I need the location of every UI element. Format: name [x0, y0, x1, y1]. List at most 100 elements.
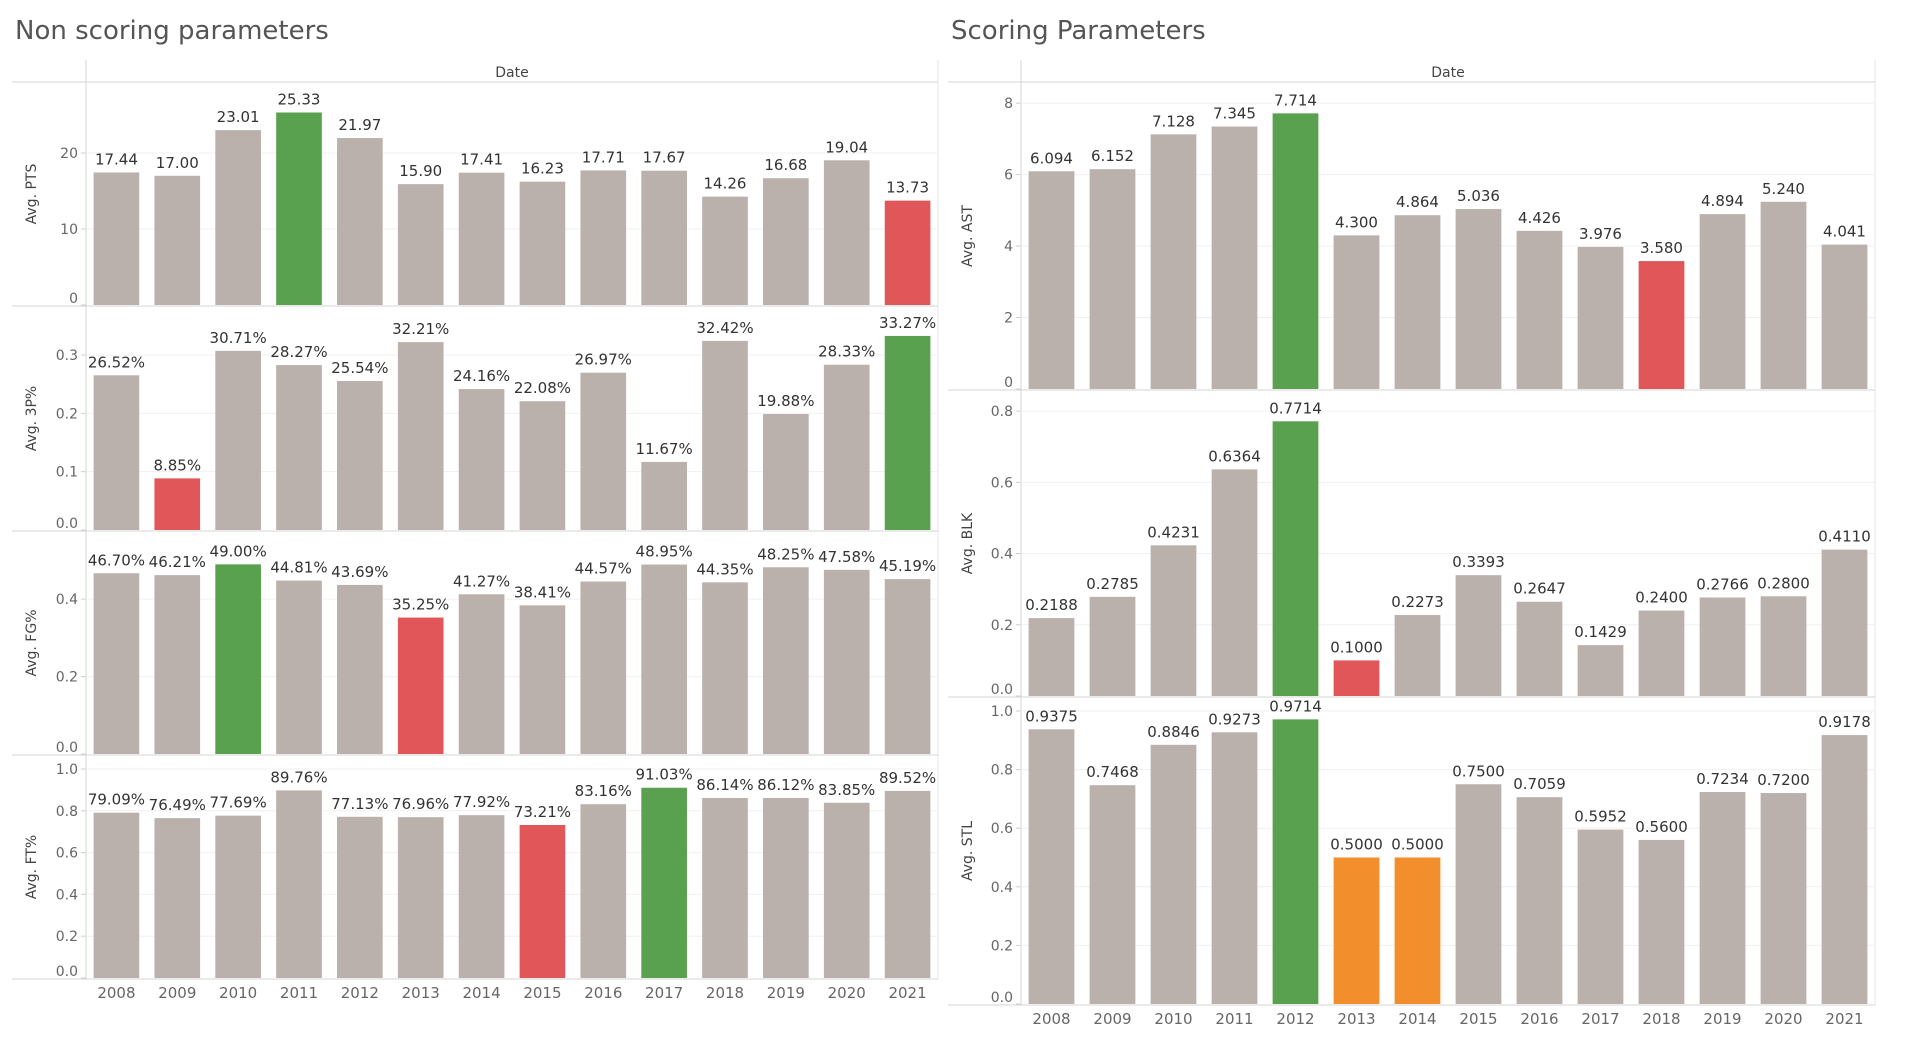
- y-tick-label: 0.6: [991, 475, 1013, 491]
- y-axis-title: Avg. FG%: [24, 609, 40, 676]
- value-label-2013: 0.1000: [1330, 638, 1383, 656]
- value-label-2018: 0.2400: [1635, 589, 1688, 607]
- bar-2013: [1333, 235, 1380, 389]
- y-axis-title: Avg. 3P%: [24, 386, 40, 451]
- bar-2012: [337, 381, 383, 530]
- bar-2008: [1028, 618, 1075, 696]
- bar-2012: [337, 138, 383, 305]
- bar-2018: [1638, 839, 1685, 1004]
- value-label-2016: 0.7059: [1513, 775, 1566, 793]
- bar-2010: [215, 815, 261, 978]
- value-label-2019: 86.12%: [757, 776, 814, 794]
- bar-2017: [641, 787, 687, 978]
- bar-2014: [1394, 857, 1441, 1004]
- value-label-2012: 43.69%: [331, 563, 388, 581]
- y-tick-label: 0.8: [991, 763, 1013, 779]
- y-axis-title: Avg. FT%: [24, 835, 40, 900]
- y-tick-label: 0: [1004, 375, 1013, 391]
- y-tick-label: 1.0: [991, 704, 1013, 720]
- value-label-2016: 83.16%: [575, 782, 632, 800]
- value-label-2009: 6.152: [1091, 147, 1134, 165]
- value-label-2016: 0.2647: [1513, 580, 1566, 598]
- x-tick-label: 2012: [1276, 1010, 1314, 1028]
- value-label-2021: 0.9178: [1818, 713, 1871, 731]
- left-date-header: Date: [495, 65, 528, 81]
- value-label-2009: 8.85%: [153, 456, 201, 474]
- bar-2016: [580, 170, 627, 305]
- value-label-2012: 25.54%: [331, 359, 388, 377]
- value-label-2012: 0.7714: [1269, 399, 1322, 417]
- value-label-2020: 0.7200: [1757, 771, 1810, 789]
- value-label-2017: 11.67%: [636, 440, 693, 458]
- value-label-2017: 0.5952: [1574, 808, 1627, 826]
- bar-2011: [276, 790, 322, 978]
- value-label-2015: 73.21%: [514, 803, 571, 821]
- value-label-2019: 19.88%: [757, 392, 814, 410]
- value-label-2020: 5.240: [1762, 180, 1805, 198]
- bar-2019: [1699, 597, 1746, 696]
- bar-2011: [1211, 469, 1258, 696]
- bar-2015: [519, 181, 566, 305]
- bar-2019: [763, 798, 809, 978]
- y-tick-label: 0.4: [56, 887, 78, 903]
- x-tick-label: 2009: [1093, 1010, 1131, 1028]
- value-label-2014: 77.92%: [453, 793, 510, 811]
- y-tick-label: 0.4: [991, 880, 1013, 896]
- x-tick-label: 2018: [1642, 1010, 1680, 1028]
- value-label-2018: 86.14%: [696, 776, 753, 794]
- left-dashboard-title: Non scoring parameters: [15, 16, 329, 46]
- value-label-2015: 0.7500: [1452, 762, 1505, 780]
- value-label-2016: 17.71: [582, 148, 625, 166]
- y-tick-label: 0.8: [991, 404, 1013, 420]
- bar-2021: [1821, 549, 1868, 696]
- x-tick-label: 2011: [280, 984, 318, 1002]
- bar-2010: [1150, 134, 1197, 389]
- value-label-2014: 17.41: [460, 151, 503, 169]
- y-tick-label: 10: [60, 222, 78, 238]
- value-label-2021: 13.73: [886, 179, 929, 197]
- right-date-header: Date: [1431, 65, 1464, 81]
- value-label-2016: 44.57%: [575, 559, 632, 577]
- value-label-2010: 23.01: [217, 108, 260, 126]
- x-tick-label: 2014: [462, 984, 500, 1002]
- value-label-2012: 7.714: [1274, 91, 1317, 109]
- x-tick-label: 2017: [645, 984, 683, 1002]
- value-label-2020: 0.2800: [1757, 574, 1810, 592]
- value-label-2020: 19.04: [825, 138, 868, 156]
- y-tick-label: 0.2: [56, 929, 78, 945]
- bar-2018: [702, 582, 748, 754]
- bar-2008: [93, 172, 140, 305]
- bar-2018: [1638, 261, 1685, 389]
- value-label-2009: 0.7468: [1086, 763, 1139, 781]
- y-tick-label: 0.6: [991, 821, 1013, 837]
- bar-2010: [1150, 744, 1197, 1004]
- value-label-2020: 47.58%: [818, 548, 875, 566]
- bar-2018: [702, 196, 748, 305]
- bar-2018: [1638, 610, 1685, 696]
- bar-2020: [1760, 793, 1807, 1004]
- x-tick-label: 2010: [1154, 1010, 1192, 1028]
- x-tick-label: 2018: [706, 984, 744, 1002]
- y-tick-label: 0.2: [991, 938, 1013, 954]
- value-label-2018: 32.42%: [696, 319, 753, 337]
- value-label-2015: 0.3393: [1452, 553, 1505, 571]
- bar-2012: [1272, 421, 1319, 696]
- value-label-2014: 0.2273: [1391, 593, 1444, 611]
- bar-2019: [763, 414, 809, 530]
- y-tick-label: 0.8: [56, 804, 78, 820]
- value-label-2021: 4.041: [1823, 223, 1866, 241]
- value-label-2014: 41.27%: [453, 572, 510, 590]
- value-label-2015: 5.036: [1457, 187, 1500, 205]
- value-label-2017: 3.976: [1579, 225, 1622, 243]
- x-tick-label: 2012: [341, 984, 379, 1002]
- x-tick-label: 2015: [1459, 1010, 1497, 1028]
- value-label-2021: 89.52%: [879, 769, 936, 787]
- y-axis-title: Avg. PTS: [24, 164, 40, 225]
- value-label-2008: 0.2188: [1025, 596, 1078, 614]
- y-tick-label: 0.0: [56, 964, 78, 980]
- y-tick-label: 20: [60, 146, 78, 162]
- bar-2014: [458, 815, 505, 978]
- bar-2009: [154, 818, 201, 978]
- bar-2013: [1333, 857, 1380, 1004]
